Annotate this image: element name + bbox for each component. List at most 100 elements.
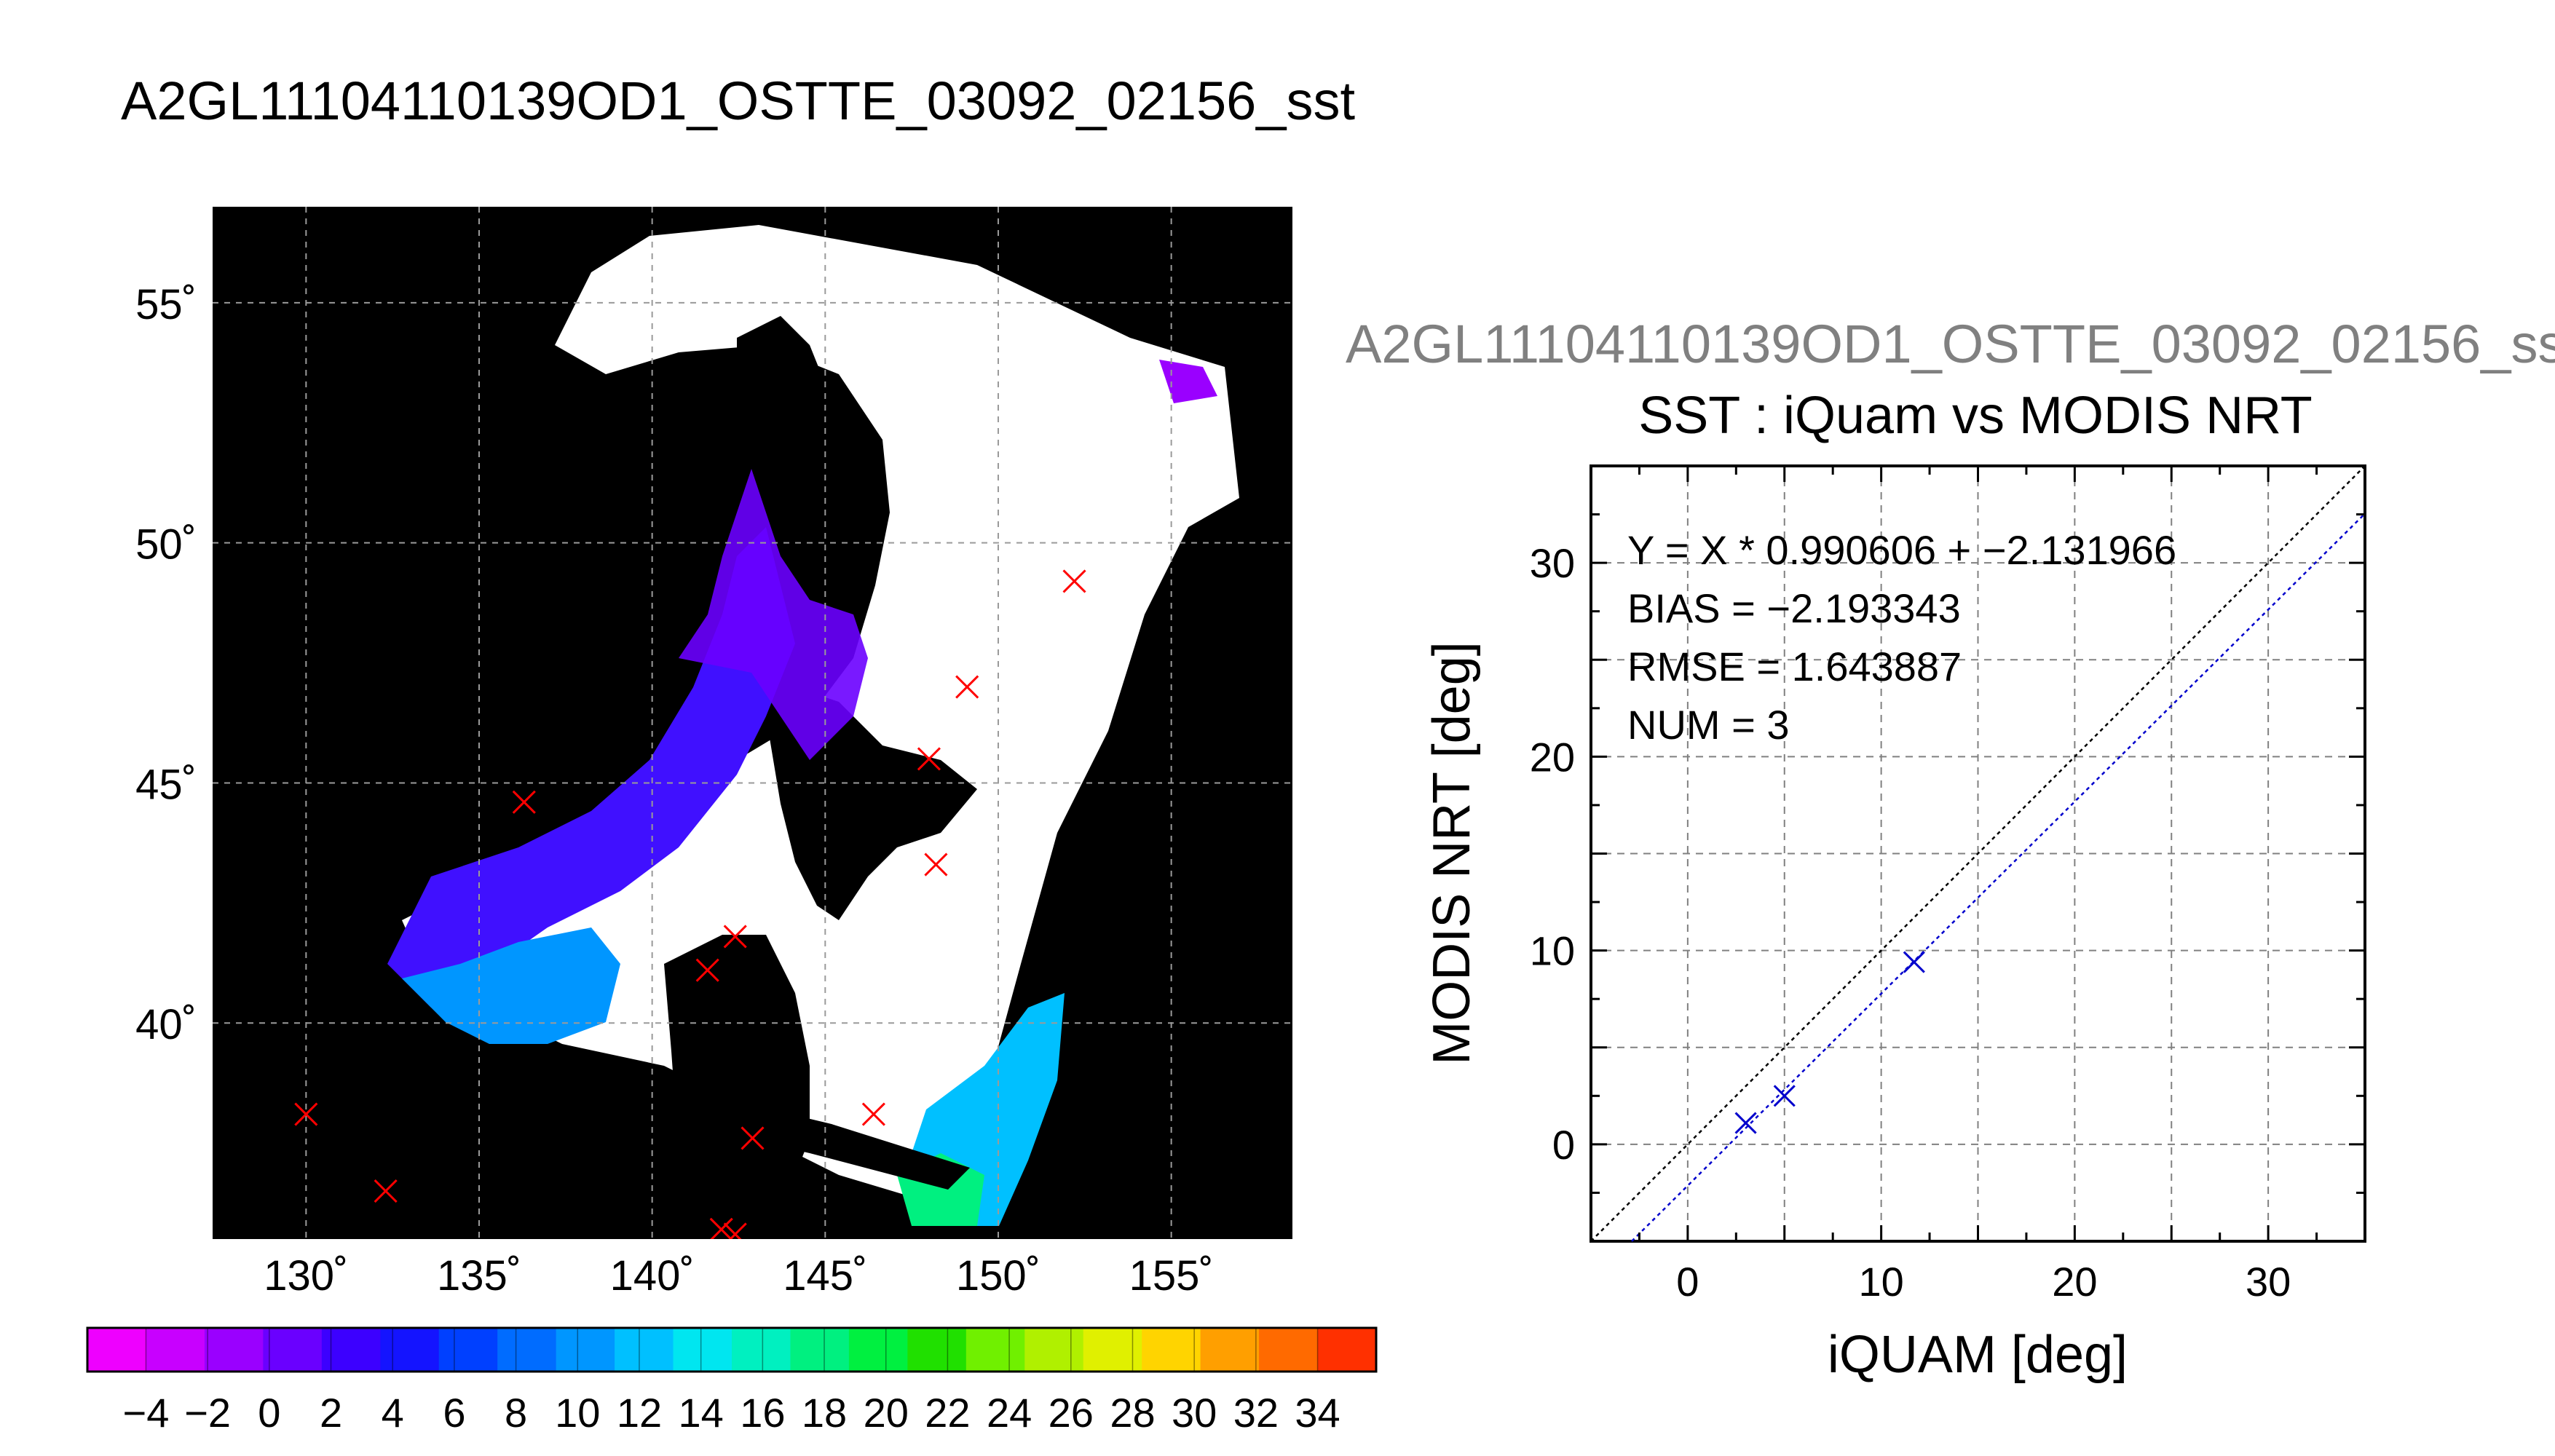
- colorbar-cell: [615, 1328, 674, 1372]
- main-title: A2GL11104110139OD1_OSTTE_03092_02156_sst: [121, 71, 1356, 131]
- colorbar-tick-label: −2: [184, 1390, 231, 1436]
- map-observation-marker: [917, 747, 941, 771]
- x-tick-label: 10: [1858, 1259, 1903, 1305]
- colorbar-tick-label: −4: [123, 1390, 170, 1436]
- colorbar-cell: [321, 1328, 381, 1372]
- identity-line: [1590, 465, 2366, 1242]
- map-observation-marker: [294, 1102, 318, 1126]
- sst-okhotsk: [679, 469, 868, 760]
- map-observation-marker: [723, 925, 747, 949]
- map-observation-marker: [924, 852, 948, 877]
- colorbar-tick-label: 8: [505, 1390, 527, 1436]
- sst-map: [213, 207, 1292, 1239]
- map-lat-axis: 55˚ 50˚ 45˚ 40˚: [135, 281, 197, 1048]
- scatter-point: [1903, 951, 1925, 973]
- map-observation-marker: [709, 1217, 733, 1239]
- colorbar-cell: [497, 1328, 557, 1372]
- sst-map-canvas: [213, 207, 1292, 1239]
- map-lon-tick-label: 140˚: [610, 1252, 695, 1299]
- map-gridlines: [213, 207, 1292, 1239]
- colorbar-cell: [1024, 1328, 1084, 1372]
- map-lon-tick-label: 145˚: [783, 1252, 867, 1299]
- map-lat-tick-label: 40˚: [135, 1001, 197, 1048]
- map-lon-tick-label: 150˚: [956, 1252, 1040, 1299]
- colorbar: −4 −2 0 2 4 6 8 10 12 14 16 18 20 22 24 26 28 30 32 34: [86, 1326, 1378, 1436]
- colorbar-tick-label: 4: [382, 1390, 404, 1436]
- colorbar-tick-label: 30: [1172, 1390, 1217, 1436]
- map-lon-tick-label: 135˚: [437, 1252, 521, 1299]
- colorbar-frame: [86, 1326, 1378, 1373]
- colorbar-tick-label: 20: [864, 1390, 909, 1436]
- map-lat-tick-label: 50˚: [135, 521, 197, 569]
- map-observation-marker: [1062, 569, 1086, 593]
- scan-gap-stripe: [213, 1029, 970, 1190]
- land-honshu: [664, 935, 810, 1239]
- stats-annotation: BIAS = −2.193343: [1627, 585, 1961, 631]
- colorbar-tick-label: 34: [1295, 1390, 1340, 1436]
- colorbar-cell: [87, 1328, 146, 1372]
- x-tick-label: 30: [2246, 1259, 2291, 1305]
- map-observation-marker: [512, 790, 536, 814]
- colorbar-cell: [848, 1328, 908, 1372]
- colorbar-tick-label: 22: [925, 1390, 970, 1436]
- scatter-gridlines: [1591, 466, 2365, 1241]
- colorbar-cell: [790, 1328, 850, 1372]
- colorbar-tick-label: 0: [258, 1390, 280, 1436]
- map-lat-tick-label: 45˚: [135, 761, 197, 808]
- colorbar-cell: [1200, 1328, 1260, 1372]
- scatter-chart: SST : iQuam vs MODIS NRT 0 10 20 300102030 …: [1423, 387, 2366, 1384]
- map-observation-marker: [695, 958, 719, 982]
- scatter-point: [1773, 1085, 1796, 1107]
- x-tick-label: 20: [2052, 1259, 2097, 1305]
- scatter-point: [1734, 1112, 1757, 1134]
- map-lon-tick-label: 155˚: [1129, 1252, 1214, 1299]
- map-lon-tick-label: 130˚: [264, 1252, 348, 1299]
- scatter-panel-title: A2GL11104110139OD1_OSTTE_03092_02156_sst: [1346, 314, 2555, 374]
- colorbar-cell: [732, 1328, 791, 1372]
- colorbar-cell: [965, 1328, 1025, 1372]
- colorbar-tick-label: 12: [617, 1390, 662, 1436]
- sst-sea-of-japan: [387, 527, 795, 1008]
- colorbar-cell: [380, 1328, 440, 1372]
- x-tick-label: 0: [1676, 1259, 1699, 1305]
- colorbar-cell: [146, 1328, 205, 1372]
- sst-japan-sea-south: [402, 927, 620, 1044]
- map-lon-axis: 130˚ 135˚ 140˚ 145˚ 150˚ 155˚: [264, 1252, 1214, 1299]
- colorbar-cell: [907, 1328, 967, 1372]
- stats-annotation: Y = X * 0.990606 + −2.131966: [1627, 527, 2176, 573]
- colorbar-cell: [1142, 1328, 1201, 1372]
- colorbar-tick-label: 26: [1049, 1390, 1094, 1436]
- map-observation-marker: [374, 1179, 398, 1203]
- sst-okhotsk-north: [1159, 360, 1217, 403]
- x-axis-label: iQUAM [deg]: [1828, 1326, 2128, 1384]
- colorbar-cell: [673, 1328, 732, 1372]
- colorbar-tick-label: 6: [443, 1390, 465, 1436]
- map-observations: [294, 569, 1086, 1239]
- colorbar-cell: [438, 1328, 498, 1372]
- colorbar-cell: [263, 1328, 323, 1372]
- y-tick-label: 20: [1530, 734, 1575, 780]
- map-lat-tick-label: 55˚: [135, 281, 197, 328]
- map-observation-marker: [741, 1126, 765, 1150]
- colorbar-cell: [556, 1328, 615, 1372]
- colorbar-tick-label: 28: [1110, 1390, 1155, 1436]
- y-tick-label: 30: [1530, 540, 1575, 586]
- colorbar-cell: [1083, 1328, 1142, 1372]
- map-observation-marker: [723, 1222, 747, 1239]
- colorbar-tick-label: 10: [555, 1390, 600, 1436]
- colorbar-cell: [204, 1328, 264, 1372]
- y-axis-label: MODIS NRT [deg]: [1423, 641, 1481, 1065]
- colorbar-tick-label: 14: [679, 1390, 724, 1436]
- colorbar-tick-label: 18: [802, 1390, 847, 1436]
- map-observation-marker: [861, 1102, 885, 1126]
- map-observation-marker: [955, 675, 979, 699]
- y-tick-label: 0: [1552, 1122, 1575, 1168]
- stats-annotation: RMSE = 1.643887: [1627, 644, 1962, 689]
- y-tick-label: 10: [1530, 928, 1575, 974]
- colorbar-cell: [1317, 1328, 1377, 1372]
- colorbar-tick-label: 16: [740, 1390, 785, 1436]
- colorbar-cell: [1259, 1328, 1319, 1372]
- fit-line: [1631, 513, 2366, 1242]
- colorbar-tick-label: 2: [320, 1390, 342, 1436]
- colorbar-tick-label: 24: [987, 1390, 1032, 1436]
